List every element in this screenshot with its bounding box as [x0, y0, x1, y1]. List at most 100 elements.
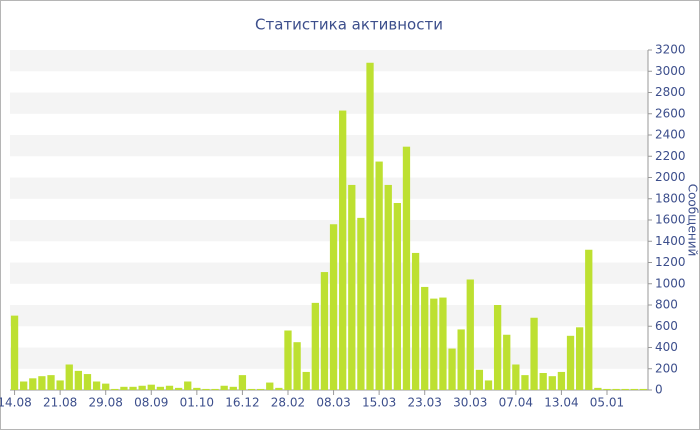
bar [38, 376, 46, 390]
bar [165, 385, 174, 390]
bar [594, 387, 602, 390]
bar [566, 335, 575, 390]
y-tick-label: 1400 [655, 234, 686, 248]
bar [193, 387, 201, 390]
bar [156, 386, 165, 390]
y-tick-label: 600 [655, 319, 678, 333]
x-tick-label: 07.04 [499, 396, 533, 410]
bar [211, 388, 219, 390]
bar [448, 348, 456, 390]
bar [247, 388, 256, 390]
bar [83, 374, 92, 390]
bar [639, 388, 648, 390]
bar [439, 297, 447, 390]
bar [357, 217, 365, 390]
bar [111, 388, 119, 390]
bar [20, 381, 28, 390]
bar [329, 224, 338, 390]
y-tick-label: 1800 [655, 191, 686, 205]
bar [65, 364, 73, 390]
bar [402, 146, 411, 390]
y-tick-label: 400 [655, 340, 678, 354]
y-tick-label: 2400 [655, 128, 686, 142]
bar [612, 388, 620, 390]
bar [284, 330, 292, 390]
y-tick-label: 1000 [655, 276, 686, 290]
y-tick-label: 1200 [655, 255, 686, 269]
bar [129, 386, 137, 390]
bar [393, 203, 402, 390]
x-tick-label: 01.10 [180, 396, 214, 410]
grid-band [10, 92, 648, 114]
bar [348, 184, 356, 390]
bar [56, 380, 64, 390]
bar [375, 161, 383, 390]
x-tick-label: 08.03 [316, 396, 350, 410]
y-tick-label: 2000 [655, 170, 686, 184]
bar [557, 371, 566, 390]
bar [475, 369, 484, 390]
bar [102, 383, 110, 390]
grid-band [10, 262, 648, 284]
bar [585, 249, 593, 390]
bar [92, 381, 101, 390]
bar [293, 342, 301, 390]
bar [320, 272, 329, 390]
x-tick-label: 05.01 [590, 396, 624, 410]
grid-band [10, 347, 648, 369]
y-tick-label: 800 [655, 298, 678, 312]
bar [621, 388, 629, 390]
bar [275, 387, 283, 390]
bar [539, 373, 547, 390]
y-tick-label: 2600 [655, 106, 686, 120]
bar [238, 375, 247, 390]
chart-title: Статистика активности [255, 16, 443, 34]
bar [512, 364, 520, 390]
y-tick-label: 0 [655, 383, 663, 397]
bar [47, 375, 55, 390]
bar [457, 329, 465, 390]
bar [29, 378, 37, 390]
x-tick-label: 13.04 [544, 396, 578, 410]
bar [384, 184, 392, 390]
bar [302, 371, 310, 390]
x-tick-label: 15.03 [362, 396, 396, 410]
x-tick-label: 28.02 [271, 396, 305, 410]
bar [202, 388, 210, 390]
bar [430, 298, 438, 390]
bar [74, 370, 83, 390]
y-tick-label: 2200 [655, 149, 686, 163]
bar [421, 286, 429, 390]
y-tick-label: 3200 [655, 43, 686, 57]
bar [503, 334, 511, 390]
x-tick-label: 08.09 [134, 396, 168, 410]
x-tick-label: 30.03 [453, 396, 487, 410]
bar [120, 386, 128, 390]
y-tick-label: 3000 [655, 64, 686, 78]
bar [174, 387, 183, 390]
bar [138, 385, 146, 390]
bar [10, 315, 19, 390]
bar [603, 388, 611, 390]
bar [630, 388, 638, 390]
y-tick-label: 200 [655, 361, 678, 375]
bar [466, 279, 474, 390]
bar [220, 385, 228, 390]
bar [266, 382, 274, 390]
y-tick-label: 2800 [655, 85, 686, 99]
bar [366, 62, 374, 390]
x-tick-label: 16.12 [225, 396, 259, 410]
bar [339, 110, 347, 390]
bar [311, 302, 319, 390]
x-tick-label: 23.03 [408, 396, 442, 410]
y-axis-label: Сообщений [686, 184, 700, 257]
grid-band [10, 305, 648, 327]
bar [575, 327, 584, 390]
x-tick-label: 21.08 [43, 396, 77, 410]
bar [147, 384, 155, 390]
y-tick-label: 1600 [655, 213, 686, 227]
bar [411, 252, 420, 390]
bar [548, 376, 556, 390]
grid-band [10, 50, 648, 72]
